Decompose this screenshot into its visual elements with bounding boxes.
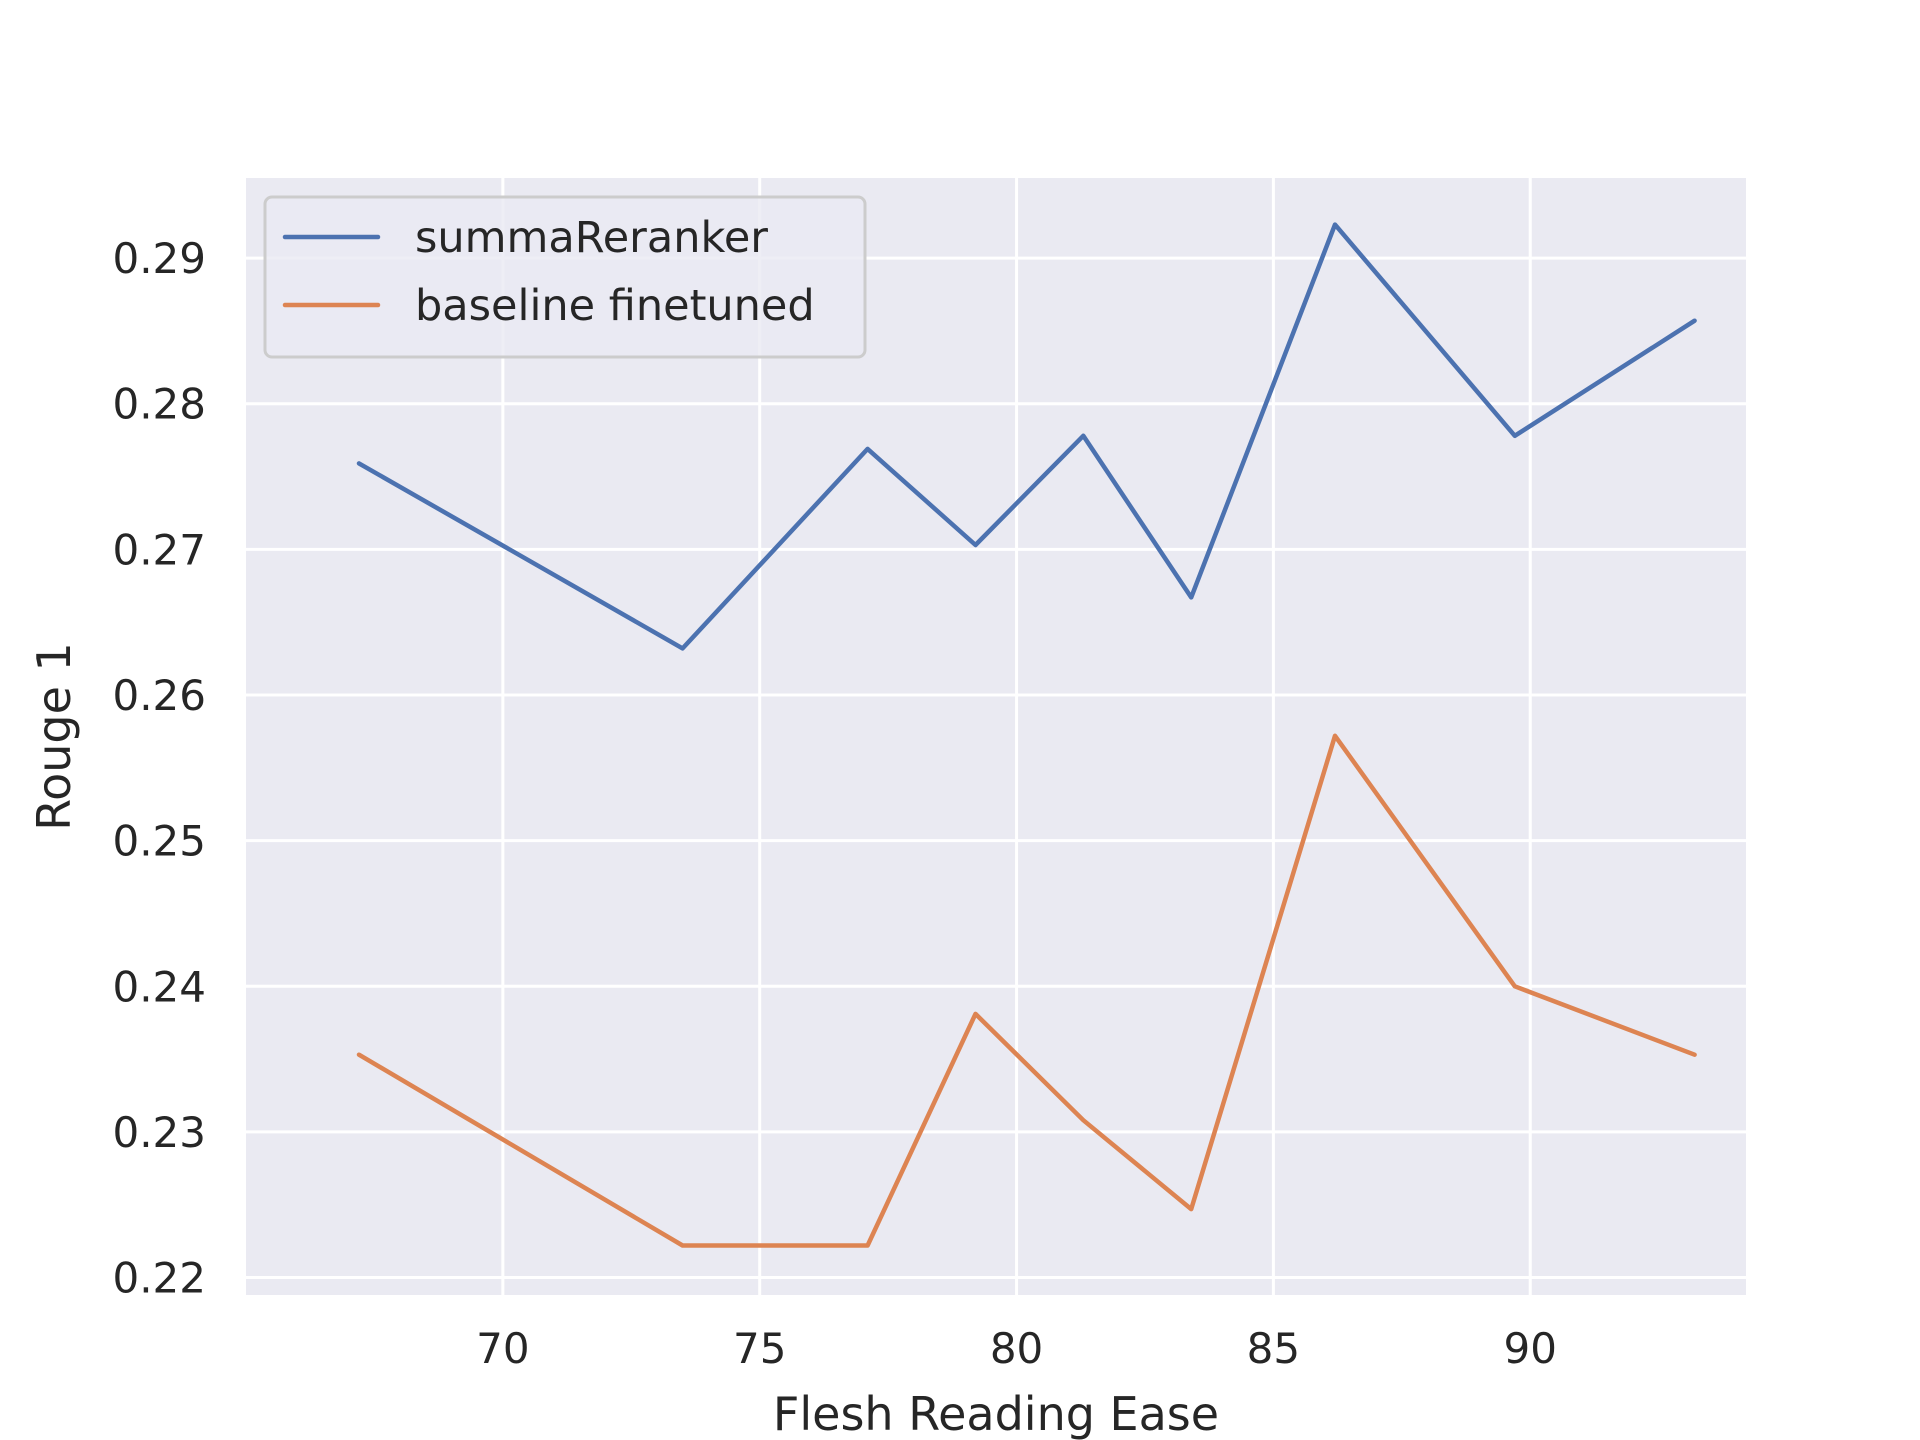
- legend: summaReranker baseline finetuned: [263, 195, 867, 359]
- legend-label-1: summaReranker: [415, 213, 768, 263]
- y-tick-label: 0.27: [112, 525, 206, 574]
- x-tick-label: 70: [476, 1324, 529, 1373]
- series-line-1: [356, 222, 1697, 651]
- grid-lines: [246, 178, 1746, 1295]
- y-tick-label: 0.24: [112, 962, 206, 1011]
- y-axis-ticks: 0.22 0.23 0.24 0.25 0.26 0.27 0.28 0.29: [112, 234, 206, 1302]
- y-tick-label: 0.29: [112, 234, 206, 283]
- x-axis-label: Flesh Reading Ease: [773, 1387, 1219, 1440]
- x-tick-label: 90: [1504, 1324, 1557, 1373]
- x-tick-label: 85: [1247, 1324, 1300, 1373]
- y-tick-label: 0.28: [112, 380, 206, 429]
- y-tick-label: 0.22: [112, 1254, 206, 1303]
- series-lines: [356, 222, 1697, 1248]
- y-tick-label: 0.23: [112, 1108, 206, 1157]
- legend-label-2: baseline finetuned: [415, 281, 815, 331]
- x-tick-label: 75: [733, 1324, 786, 1373]
- y-tick-label: 0.25: [112, 817, 206, 866]
- series-line-2: [356, 733, 1697, 1248]
- x-tick-label: 80: [990, 1324, 1043, 1373]
- x-axis-ticks: 70 75 80 85 90: [476, 1324, 1557, 1373]
- plot-area: [246, 178, 1746, 1295]
- y-axis-label: Rouge 1: [27, 642, 81, 831]
- legend-frame: [263, 195, 867, 359]
- y-tick-label: 0.26: [112, 671, 206, 720]
